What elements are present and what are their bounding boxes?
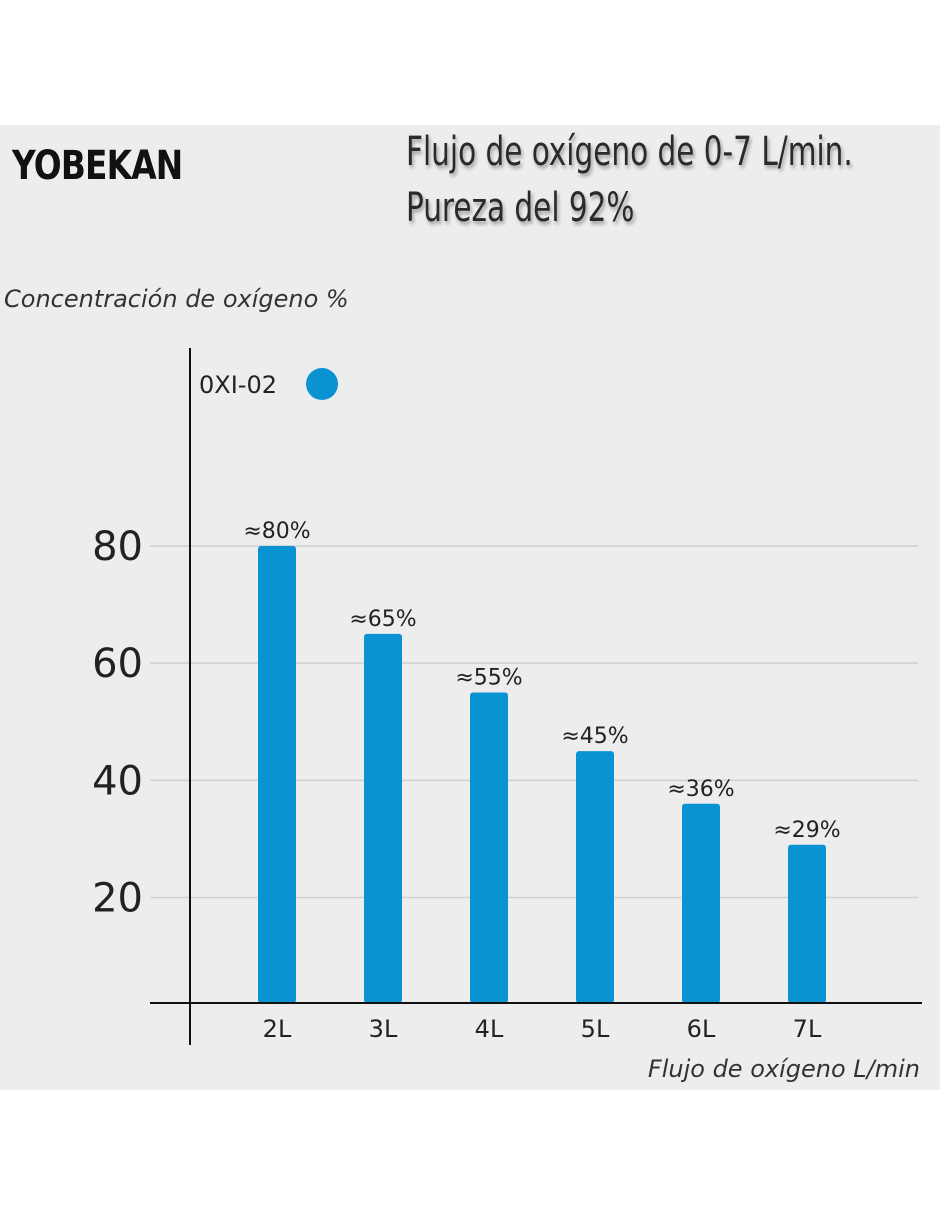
data-label-2L: ≈80% bbox=[243, 519, 310, 544]
bar-4L bbox=[470, 692, 508, 1003]
data-label-4L: ≈55% bbox=[455, 665, 522, 690]
y-tick-label-60: 60 bbox=[92, 641, 143, 687]
legend-label: 0XI-02 bbox=[199, 371, 277, 399]
legend-swatch bbox=[306, 368, 338, 400]
x-tick-label-7L: 7L bbox=[793, 1015, 822, 1043]
bar-3L bbox=[364, 633, 402, 1003]
x-tick-label-4L: 4L bbox=[475, 1015, 504, 1043]
bar-6L bbox=[682, 803, 720, 1003]
brand-logo-text: YOBEKAN bbox=[12, 143, 183, 189]
data-label-6L: ≈36% bbox=[667, 777, 734, 802]
data-label-3L: ≈65% bbox=[349, 607, 416, 632]
title-line-2: Pureza del 92% bbox=[406, 185, 635, 231]
x-tick-label-6L: 6L bbox=[687, 1015, 716, 1043]
x-tick-label-5L: 5L bbox=[581, 1015, 610, 1043]
title-line-1: Flujo de oxígeno de 0-7 L/min. bbox=[406, 129, 853, 175]
x-axis-label: Flujo de oxígeno L/min bbox=[647, 1055, 920, 1083]
bar-7L bbox=[788, 844, 826, 1003]
y-axis-label: Concentración de oxígeno % bbox=[4, 285, 349, 313]
data-label-7L: ≈29% bbox=[773, 818, 840, 843]
x-tick-label-3L: 3L bbox=[369, 1015, 398, 1043]
y-tick-label-40: 40 bbox=[92, 758, 143, 804]
x-tick-label-2L: 2L bbox=[263, 1015, 292, 1043]
chart-title: Flujo de oxígeno de 0-7 L/min. Pureza de… bbox=[406, 124, 940, 236]
bar-5L bbox=[576, 751, 614, 1003]
data-label-5L: ≈45% bbox=[561, 724, 628, 749]
y-tick-label-80: 80 bbox=[92, 524, 143, 570]
y-tick-label-20: 20 bbox=[92, 876, 143, 922]
bar-2L bbox=[258, 546, 296, 1003]
